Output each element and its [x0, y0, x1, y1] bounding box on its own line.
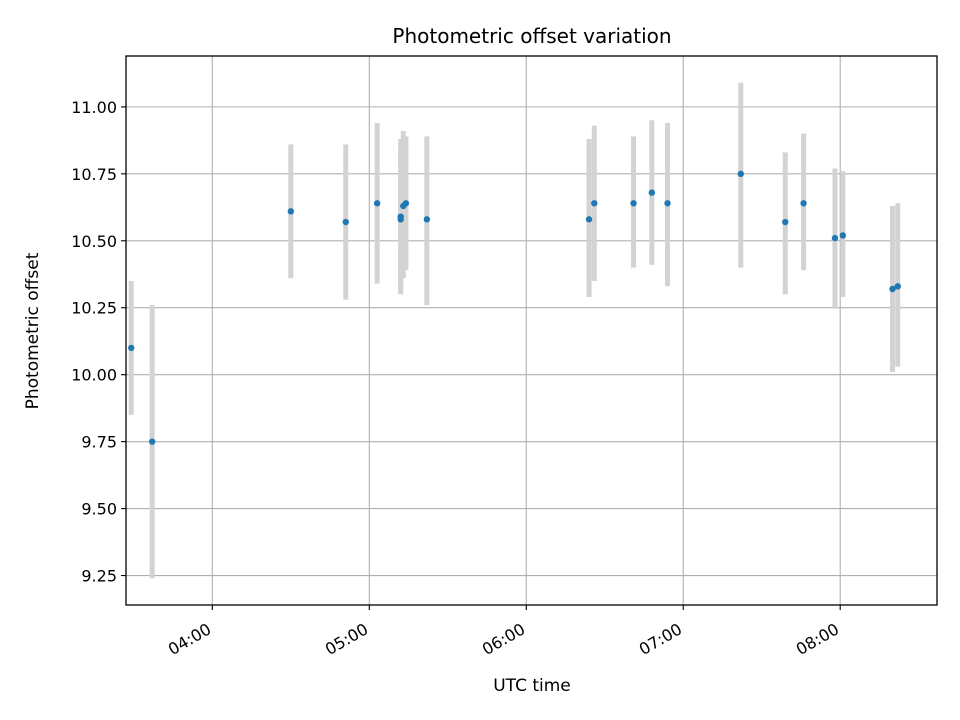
x-axis-label: UTC time: [493, 676, 571, 696]
y-tick-label: 10.00: [71, 366, 117, 385]
data-point: [831, 234, 839, 242]
data-point: [128, 344, 135, 352]
data-point: [737, 170, 744, 178]
data-point: [397, 216, 404, 223]
y-tick-label: 9.25: [81, 567, 117, 586]
y-axis-ticks: 9.25 9.50 9.75 10.00 10.25 10.50 10.75 11.00: [71, 98, 126, 586]
plot-frame: [125, 55, 938, 606]
y-tick-label: 11.00: [71, 98, 117, 117]
data-point: [148, 438, 156, 445]
data-point: [373, 200, 381, 207]
data-point: [782, 218, 789, 226]
y-tick-label: 10.50: [71, 232, 117, 251]
y-tick-label: 10.75: [71, 165, 117, 184]
data-point: [894, 283, 901, 290]
data-point: [630, 200, 637, 207]
data-point: [287, 208, 295, 215]
data-points: [128, 170, 901, 445]
y-tick-label: 10.25: [71, 299, 117, 318]
y-tick-label: 9.50: [81, 500, 117, 519]
data-point: [423, 216, 431, 223]
data-point: [839, 232, 847, 239]
data-point: [648, 189, 656, 196]
data-point: [402, 200, 410, 207]
data-point: [800, 200, 807, 207]
data-point: [889, 285, 896, 293]
data-point: [664, 200, 671, 207]
grid-lines: [126, 56, 937, 605]
data-point: [585, 216, 593, 223]
data-point: [591, 200, 598, 207]
y-tick-label: 9.75: [81, 433, 117, 452]
chart-title: Photometric offset variation: [392, 24, 671, 48]
data-point: [342, 218, 349, 226]
y-axis-label: Photometric offset: [23, 252, 43, 409]
